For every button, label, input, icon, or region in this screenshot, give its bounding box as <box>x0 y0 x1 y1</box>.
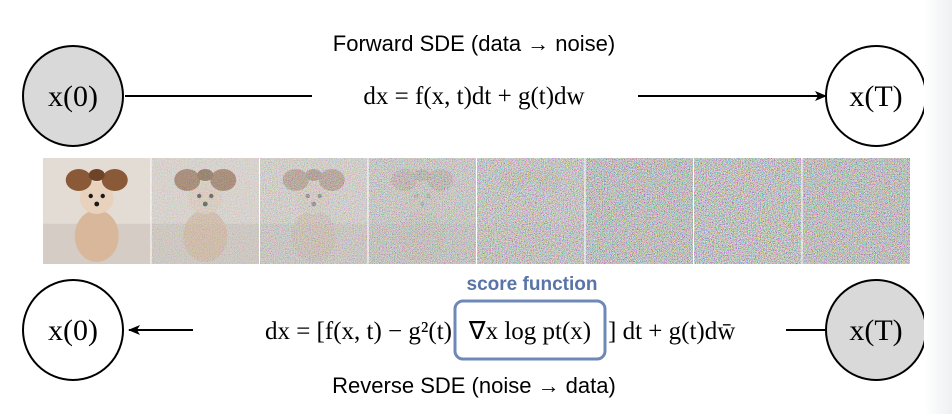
noise-frame <box>477 158 585 264</box>
reverse-equation-right: ] dt + g(t)dw̄ <box>608 318 735 345</box>
forward-start-node: x(0) <box>22 45 124 147</box>
forward-caption: Forward SDE (data → noise) <box>333 31 615 56</box>
noise-frame <box>43 158 151 264</box>
noise-frame <box>802 158 910 264</box>
noise-overlay <box>585 158 693 264</box>
window-edge-shadow <box>924 0 952 414</box>
score-function-label: score function <box>467 274 598 295</box>
reverse-end-node-label: x(0) <box>48 314 98 347</box>
reverse-end-node: x(0) <box>22 279 124 381</box>
reverse-start-node: x(T) <box>825 279 927 381</box>
noise-frame <box>694 158 802 264</box>
noise-overlay <box>151 158 259 264</box>
dog-silhouette <box>65 169 128 262</box>
reverse-start-node-label: x(T) <box>849 314 902 347</box>
forward-end-node: x(T) <box>825 45 927 147</box>
noise-overlay <box>368 158 476 264</box>
forward-end-node-label: x(T) <box>849 80 902 113</box>
score-term: ∇x log pt(x) <box>468 318 591 345</box>
noise-frame <box>260 158 368 264</box>
diffusion-image-strip <box>43 158 910 264</box>
reverse-equation-left: dx = [f(x, t) − g²(t) <box>265 318 452 345</box>
noise-frame <box>151 158 259 264</box>
forward-equation: dx = f(x, t)dt + g(t)dw <box>363 83 584 110</box>
noise-frame <box>585 158 693 264</box>
noise-overlay <box>694 158 802 264</box>
noise-overlay <box>802 158 910 264</box>
noise-overlay <box>260 158 368 264</box>
forward-start-node-label: x(0) <box>48 80 98 113</box>
score-function-box <box>453 299 607 361</box>
noise-overlay <box>477 158 585 264</box>
reverse-caption: Reverse SDE (noise → data) <box>332 373 616 398</box>
noise-frame <box>368 158 476 264</box>
